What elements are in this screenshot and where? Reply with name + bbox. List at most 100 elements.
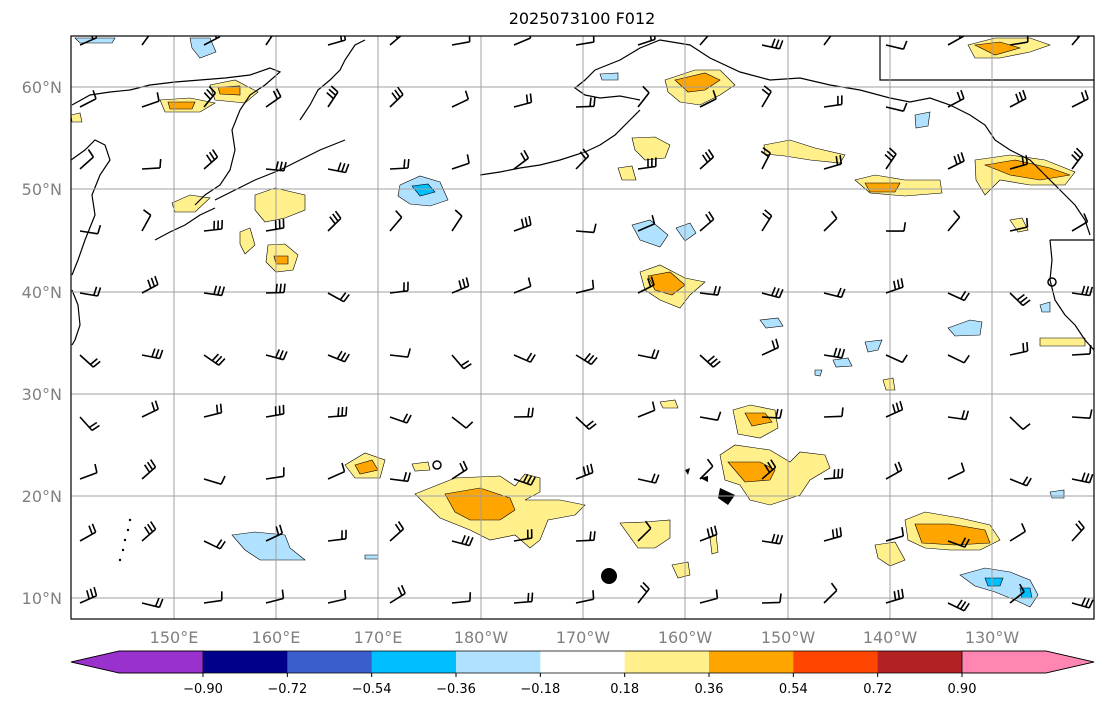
wind-barb — [699, 589, 719, 604]
wind-barb — [451, 354, 472, 370]
wind-barb — [327, 589, 347, 604]
wind-barb — [513, 93, 533, 108]
wind-barb — [823, 95, 843, 108]
wind-barb — [885, 400, 904, 418]
wind-barb — [513, 36, 532, 46]
wind-barb — [575, 416, 597, 430]
wind-barb — [1009, 155, 1029, 170]
wind-barb — [760, 147, 772, 170]
wind-barb — [79, 286, 102, 297]
wind-barb — [265, 88, 282, 108]
wind-barb — [79, 416, 100, 432]
wind-barb — [823, 527, 843, 542]
wind-barb — [203, 219, 223, 232]
longitude-labels: 150°E 160°E 170°E 180°W 170°W 160°W 150°… — [150, 628, 1020, 647]
wind-barb — [265, 404, 285, 418]
wind-barb — [1071, 409, 1093, 419]
wind-barb — [761, 85, 772, 108]
wind-barb — [637, 157, 657, 170]
lon-label: 130°W — [965, 628, 1020, 647]
wind-barb — [637, 401, 656, 418]
wind-barb — [947, 36, 965, 46]
wind-barb — [699, 211, 715, 232]
wind-barb — [575, 97, 596, 108]
wind-barb — [265, 36, 273, 46]
colorbar-tick-label: −0.18 — [520, 682, 560, 697]
wind-barb — [1009, 292, 1031, 307]
wind-barb — [141, 400, 159, 418]
colorbar-segment — [877, 651, 963, 673]
colorbar-tick-label: −0.54 — [352, 682, 392, 697]
wind-barb — [1009, 36, 1029, 46]
wind-barb — [389, 36, 402, 46]
wind-barb — [141, 92, 160, 108]
lat-label: 30°N — [22, 385, 62, 404]
lon-label: 160°E — [252, 628, 301, 647]
wind-barb — [823, 287, 846, 299]
wind-barb — [79, 523, 97, 542]
wind-barb — [575, 352, 598, 366]
wind-barb — [451, 90, 470, 108]
colorbar-tick-label: −0.90 — [183, 682, 223, 697]
wind-barb — [575, 463, 594, 480]
wind-barb — [79, 149, 95, 170]
wind-barb — [513, 529, 533, 542]
wind-barb — [451, 277, 470, 294]
wind-barb — [79, 89, 97, 108]
colorbar-segment — [540, 651, 626, 673]
wind-barb — [451, 460, 468, 480]
wind-barb — [823, 468, 844, 480]
wind-barb — [203, 285, 226, 297]
wind-barb — [141, 597, 164, 609]
wind-barb — [79, 586, 98, 604]
colorbar-segment — [287, 651, 373, 673]
wind-barb — [327, 462, 346, 480]
colorbar-extend-low — [70, 650, 204, 674]
wind-barb — [885, 40, 908, 50]
wind-barb — [761, 286, 784, 299]
wind-barb — [947, 152, 965, 170]
wind-barb — [885, 461, 903, 480]
wind-barb — [203, 591, 223, 604]
wind-barb — [389, 471, 411, 483]
wind-barb — [327, 36, 347, 46]
wind-barb — [451, 416, 474, 429]
wind-barbs — [79, 36, 1094, 612]
wind-barb — [389, 413, 412, 424]
lon-label: 140°W — [863, 628, 918, 647]
wind-barb — [389, 584, 406, 604]
lon-label: 170°E — [354, 628, 403, 647]
wind-barb — [141, 275, 159, 294]
wind-barb — [513, 149, 530, 170]
colorbar-segment — [371, 651, 457, 673]
map-area — [71, 36, 1094, 619]
wind-barb — [79, 463, 98, 480]
wind-barb — [203, 539, 226, 550]
wind-barb — [699, 458, 714, 480]
lon-label: 170°W — [556, 628, 611, 647]
wind-barb — [637, 349, 660, 360]
wind-barb — [141, 36, 150, 46]
wind-barb — [947, 537, 970, 548]
wind-barb — [513, 215, 532, 232]
wind-barb — [823, 154, 843, 170]
wind-barb — [203, 85, 217, 108]
wind-barb — [389, 281, 409, 294]
wind-barb — [203, 149, 219, 170]
wind-barb — [327, 406, 348, 418]
lon-label: 180°W — [454, 628, 509, 647]
lat-label: 50°N — [22, 180, 62, 199]
wind-barb — [761, 533, 784, 545]
wind-barb — [203, 403, 223, 418]
colorbar-tick-label: 0.54 — [779, 682, 808, 697]
wind-barb — [761, 209, 773, 232]
wind-barb — [513, 352, 536, 363]
wind-barb — [699, 90, 717, 108]
wind-barb — [575, 36, 595, 46]
wind-barb — [699, 525, 718, 542]
wind-barb — [1009, 522, 1027, 542]
wind-barb — [451, 534, 474, 547]
wind-barb — [947, 89, 965, 108]
wind-barb — [513, 592, 534, 604]
colorbar-tick-label: −0.36 — [436, 682, 476, 697]
